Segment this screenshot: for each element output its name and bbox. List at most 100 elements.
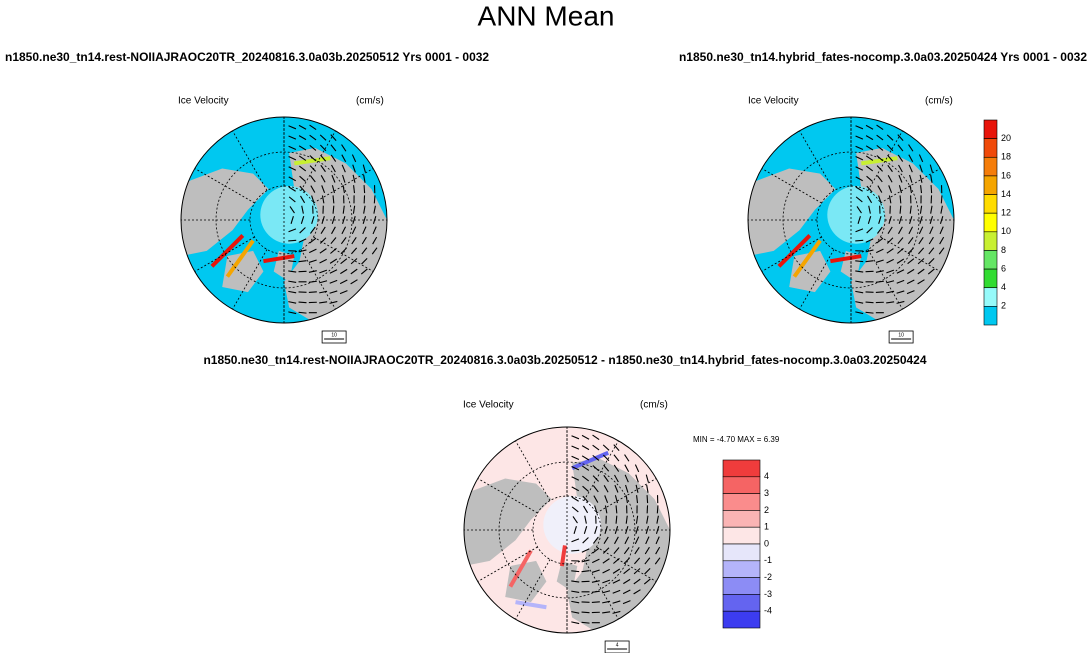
grid-meridian	[583, 559, 619, 620]
vector-arrow	[857, 216, 861, 224]
vector-arrow	[613, 547, 620, 555]
vector-arrow	[908, 226, 914, 235]
vector-arrow	[612, 589, 621, 594]
vector-arrow	[855, 228, 864, 233]
vector-arrow	[940, 205, 943, 214]
vector-arrow	[876, 175, 883, 183]
vector-arrow	[591, 601, 600, 603]
vector-arrow	[886, 280, 895, 284]
vector-arrow	[865, 135, 874, 141]
vector-arrow	[887, 175, 893, 183]
vector-arrow	[329, 290, 338, 294]
grid-meridian	[313, 168, 374, 204]
vector-arrow	[612, 579, 621, 584]
ref-vector-box	[888, 330, 914, 344]
vector-arrow	[602, 579, 611, 584]
vector-arrow	[604, 495, 609, 504]
vector-arrow	[309, 237, 317, 244]
vector-arrow	[886, 237, 894, 244]
vector-arrow	[899, 195, 902, 204]
vector-arrow	[602, 444, 610, 451]
vector-arrow	[298, 145, 307, 151]
vector-arrow	[865, 301, 874, 304]
vector-arrow	[363, 174, 366, 183]
velocity-streak	[225, 239, 255, 278]
vector-arrow	[887, 154, 894, 162]
vector-arrow	[373, 195, 376, 204]
vector-arrow	[308, 270, 317, 273]
vector-arrow	[919, 216, 923, 224]
vector-arrow	[319, 144, 327, 152]
colorbar-label: 16	[1001, 170, 1011, 180]
vector-arrow	[299, 227, 306, 234]
vector-arrow	[288, 239, 297, 242]
vector-arrow	[876, 248, 884, 254]
vector-arrow	[907, 258, 915, 265]
colorbar-box	[722, 594, 761, 612]
vector-arrow	[876, 237, 884, 244]
vector-arrow	[896, 258, 905, 264]
vector-arrow	[372, 226, 377, 235]
vector-arrow	[603, 464, 610, 472]
vector-arrow	[309, 155, 317, 162]
land	[222, 250, 264, 293]
vector-arrow	[288, 280, 297, 284]
vector-arrow	[581, 465, 590, 471]
vector-arrow	[308, 291, 317, 293]
vector-arrow	[584, 515, 587, 524]
vector-arrow	[636, 495, 639, 504]
colorbar-label: 0	[764, 538, 769, 548]
polar-map	[748, 117, 954, 323]
vector-arrow	[582, 485, 589, 492]
vector-arrow	[634, 536, 640, 545]
vector-arrow	[342, 205, 345, 214]
vector-arrow	[896, 290, 905, 294]
land	[181, 168, 269, 257]
vector-arrow	[321, 195, 325, 204]
vector-arrow	[645, 474, 649, 483]
vector-arrow	[330, 247, 337, 254]
vector-arrow	[624, 454, 630, 462]
grid-meridian	[477, 546, 538, 582]
vector-arrow	[865, 260, 874, 263]
vector-arrow	[571, 435, 580, 440]
vector-arrow	[909, 174, 913, 183]
grid-meridian	[799, 130, 835, 191]
vector-arrow	[288, 228, 297, 233]
vector-arrow	[899, 205, 902, 214]
colorbar-box	[983, 231, 998, 251]
vector-arrow	[940, 195, 943, 204]
vector-arrow	[930, 174, 933, 183]
units-label: (cm/s)	[640, 400, 668, 411]
vector-arrow	[646, 495, 649, 504]
vector-arrow	[298, 155, 307, 161]
grid-meridian	[761, 168, 822, 204]
vector-arrow	[646, 484, 649, 493]
vector-arrow	[311, 216, 315, 224]
vector-arrow	[298, 249, 307, 253]
vector-arrow	[634, 464, 640, 473]
vector-arrow	[298, 124, 307, 130]
vector-arrow	[320, 175, 326, 183]
vector-arrow	[571, 476, 580, 481]
vector-arrow	[614, 484, 619, 493]
vector-arrow	[592, 558, 600, 564]
vector-arrow	[867, 195, 873, 204]
vector-arrow	[855, 260, 864, 263]
vector-arrow	[583, 505, 589, 514]
vector-arrow	[320, 164, 326, 173]
vector-arrow	[362, 164, 366, 173]
polar-map	[181, 117, 387, 323]
vector-arrow	[855, 166, 864, 171]
vector-arrow	[602, 600, 611, 604]
sea-ice-center	[827, 186, 885, 244]
vector-arrow	[340, 237, 347, 245]
vector-arrow	[878, 195, 882, 204]
vector-arrow	[298, 238, 307, 243]
vector-arrow	[571, 549, 580, 552]
vector-arrow	[571, 621, 580, 625]
vector-arrow	[613, 444, 620, 451]
vector-arrow	[288, 290, 297, 294]
vector-arrow	[929, 164, 933, 173]
vector-arrow	[875, 291, 884, 293]
